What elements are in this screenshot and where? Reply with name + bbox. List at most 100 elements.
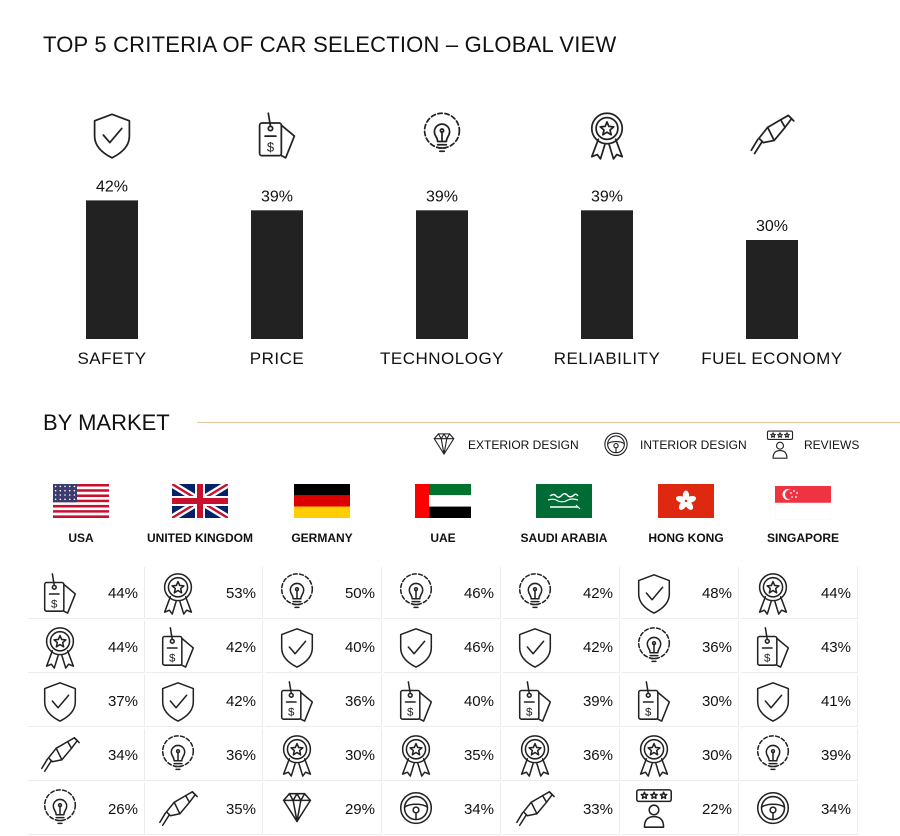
bar-price bbox=[251, 210, 303, 339]
criterion-value: 35% bbox=[463, 747, 494, 764]
criterion-value: 42% bbox=[582, 585, 613, 602]
table-cell: $43% bbox=[741, 621, 858, 673]
lightbulb-gear-icon bbox=[756, 735, 790, 771]
bar-value-label: 30% bbox=[756, 218, 788, 235]
bar-value-label: 42% bbox=[96, 178, 128, 195]
shield-icon bbox=[43, 682, 77, 722]
market-name: SAUDI ARABIA bbox=[520, 531, 608, 545]
usa-flag-icon bbox=[53, 484, 109, 518]
table-cell: $40% bbox=[384, 675, 501, 727]
market-name: UNITED KINGDOM bbox=[147, 531, 253, 545]
fuel-nozzle-icon bbox=[750, 114, 795, 155]
singapore-flag-icon bbox=[774, 486, 832, 521]
diamond-icon bbox=[282, 792, 312, 823]
shield-icon bbox=[637, 574, 671, 614]
table-cell: 34% bbox=[384, 783, 501, 835]
table-cell: 42% bbox=[503, 567, 620, 619]
criterion-value: 40% bbox=[463, 693, 494, 710]
award-ribbon-icon bbox=[282, 735, 312, 777]
table-cell: 35% bbox=[384, 729, 501, 781]
criterion-value: 36% bbox=[225, 747, 256, 764]
legend-label: EXTERIOR DESIGN bbox=[468, 438, 579, 452]
criterion-value: 30% bbox=[344, 747, 375, 764]
table-cell: 44% bbox=[741, 567, 858, 619]
table-cell: 36% bbox=[503, 729, 620, 781]
market-name: GERMANY bbox=[291, 531, 353, 545]
criterion-value: 33% bbox=[582, 801, 613, 818]
table-cell: 29% bbox=[265, 783, 382, 835]
criterion-value: 40% bbox=[344, 639, 375, 656]
table-cell: 41% bbox=[741, 675, 858, 727]
criterion-value: 44% bbox=[107, 585, 138, 602]
award-ribbon-icon bbox=[639, 735, 669, 777]
table-cell: 46% bbox=[384, 621, 501, 673]
table-cell: 34% bbox=[741, 783, 858, 835]
criterion-value: 34% bbox=[463, 801, 494, 818]
svg-text:$: $ bbox=[407, 706, 414, 718]
table-cell: $39% bbox=[503, 675, 620, 727]
table-cell: $36% bbox=[265, 675, 382, 727]
award-ribbon-icon bbox=[401, 735, 431, 777]
award-ribbon-icon bbox=[590, 112, 624, 160]
table-cell: 26% bbox=[28, 783, 145, 835]
table-cell: 35% bbox=[146, 783, 263, 835]
table-cell: 30% bbox=[265, 729, 382, 781]
category-label: SAFETY bbox=[77, 349, 146, 368]
market-criteria-table: $44% 44% 37% 34% 26% 53% $42% 42% 36% 35% 50% 40% $3… bbox=[28, 567, 858, 836]
table-cell: 42% bbox=[146, 675, 263, 727]
price-tag-icon: $ bbox=[399, 681, 433, 722]
fuel-nozzle-icon bbox=[516, 791, 555, 827]
shield-icon bbox=[93, 113, 131, 159]
uk-flag-icon bbox=[170, 481, 230, 521]
legend-item: INTERIOR DESIGN bbox=[600, 428, 747, 462]
price-tag-icon: $ bbox=[518, 681, 552, 722]
svg-text:$: $ bbox=[526, 706, 533, 718]
criterion-value: 36% bbox=[582, 747, 613, 764]
criterion-value: 53% bbox=[225, 585, 256, 602]
svg-text:$: $ bbox=[764, 652, 771, 664]
shield-icon bbox=[756, 682, 790, 722]
price-tag-icon: $ bbox=[756, 627, 790, 668]
table-cell: 37% bbox=[28, 675, 145, 727]
criterion-value: 39% bbox=[820, 747, 851, 764]
criterion-value: 42% bbox=[225, 639, 256, 656]
price-tag-icon: $ bbox=[280, 681, 314, 722]
criterion-value: 44% bbox=[820, 585, 851, 602]
hong-kong-flag-icon bbox=[658, 484, 714, 518]
criterion-value: 22% bbox=[701, 801, 732, 818]
table-cell: 50% bbox=[265, 567, 382, 619]
criterion-value: 42% bbox=[225, 693, 256, 710]
steering-wheel-icon bbox=[756, 791, 790, 825]
bar-safety bbox=[86, 200, 138, 339]
svg-text:$: $ bbox=[288, 706, 295, 718]
criterion-value: 35% bbox=[225, 801, 256, 818]
table-cell: 39% bbox=[741, 729, 858, 781]
criterion-value: 36% bbox=[701, 639, 732, 656]
category-label: PRICE bbox=[250, 349, 304, 368]
table-cell: $30% bbox=[622, 675, 739, 727]
lightbulb-gear-icon bbox=[161, 735, 195, 771]
criterion-value: 37% bbox=[107, 693, 138, 710]
table-cell: 22% bbox=[622, 783, 739, 835]
legend-label: REVIEWS bbox=[804, 438, 860, 452]
table-cell: 42% bbox=[503, 621, 620, 673]
criterion-value: 26% bbox=[107, 801, 138, 818]
bar-reliability bbox=[581, 210, 633, 339]
shield-icon bbox=[161, 682, 195, 722]
award-ribbon-icon bbox=[758, 573, 788, 615]
table-cell: 48% bbox=[622, 567, 739, 619]
bar-value-label: 39% bbox=[426, 188, 458, 205]
criterion-value: 48% bbox=[701, 585, 732, 602]
diamond-icon bbox=[433, 433, 455, 455]
fuel-nozzle-icon bbox=[159, 791, 198, 827]
table-cell: 44% bbox=[28, 621, 145, 673]
table-cell: 40% bbox=[265, 621, 382, 673]
criterion-value: 46% bbox=[463, 639, 494, 656]
category-label: FUEL ECONOMY bbox=[701, 349, 842, 368]
market-name: HONG KONG bbox=[648, 531, 724, 545]
lightbulb-gear-icon bbox=[423, 112, 461, 153]
criterion-value: 42% bbox=[582, 639, 613, 656]
criterion-value: 29% bbox=[344, 801, 375, 818]
bar-value-label: 39% bbox=[261, 188, 293, 205]
shield-icon bbox=[280, 628, 314, 668]
